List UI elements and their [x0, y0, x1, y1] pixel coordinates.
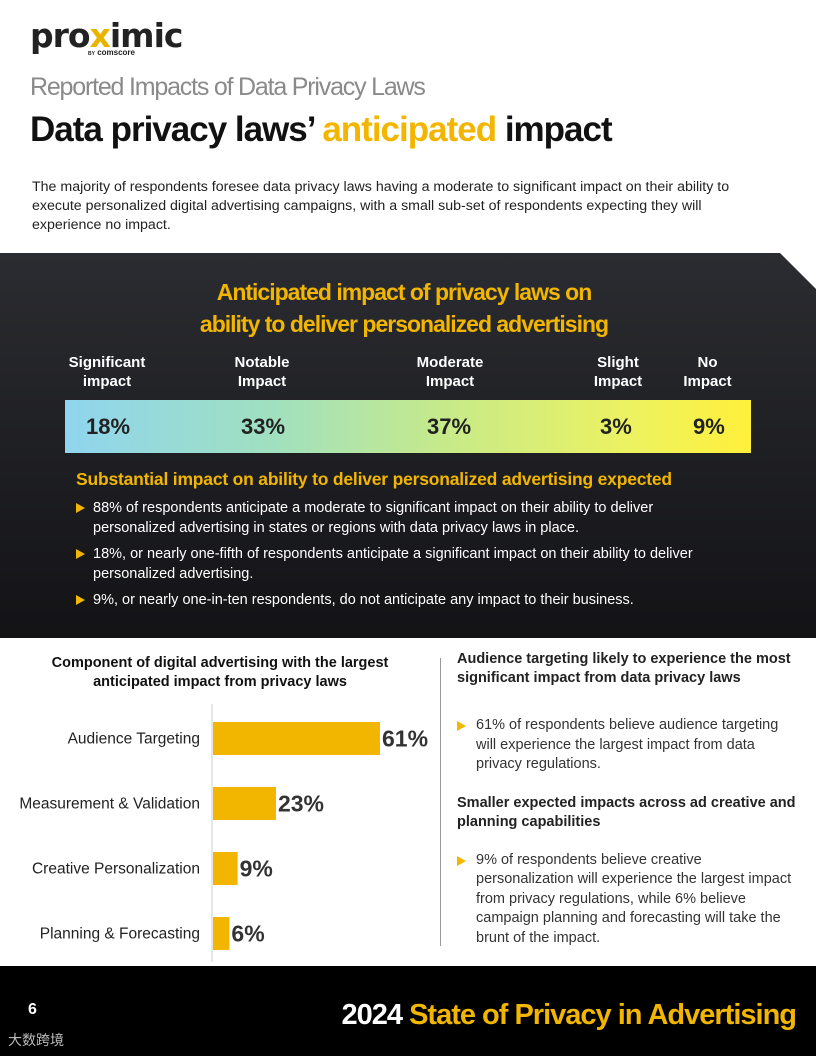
chart-bar — [213, 852, 238, 885]
chart-value-label: 61% — [382, 726, 428, 752]
column-divider — [440, 658, 441, 946]
segment-label-significant: Significant impact — [68, 354, 146, 390]
chart-bar — [213, 787, 276, 820]
triangle-bullet-icon — [76, 549, 85, 559]
impact-gradient-bar — [65, 400, 751, 453]
footer-bar — [0, 966, 816, 1056]
chart-category-label: Planning & Forecasting — [40, 926, 200, 943]
logo-pre: pro — [30, 16, 91, 55]
panel-title-line1: Anticipated impact of privacy laws on — [216, 279, 593, 305]
segment-value-slight: 3% — [600, 414, 632, 439]
segment-label-moderate: Moderate Impact — [416, 354, 484, 390]
list-item: 9%, or nearly one-in-ten respondents, do… — [76, 590, 736, 610]
chart-category-label: Audience Targeting — [68, 731, 200, 748]
segment-label-notable: Notable Impact — [234, 354, 290, 390]
page-title: Data privacy laws’ anticipated impact — [30, 110, 613, 150]
panel-title-line2: ability to deliver personalized advertis… — [199, 311, 609, 337]
chart-bar — [213, 722, 380, 755]
footer-report-title: State of Privacy in Advertising — [409, 999, 797, 1031]
segment-value-significant: 18% — [86, 414, 131, 439]
logo-sub: comscore — [97, 48, 135, 57]
headline-highlight: anticipated — [322, 110, 497, 149]
triangle-bullet-icon — [76, 503, 85, 513]
right-bullet-creative: 9% of respondents believe creative perso… — [457, 851, 802, 949]
triangle-bullet-icon — [457, 855, 466, 866]
right-bullet-audience: 61% of respondents believe audience targ… — [457, 716, 802, 775]
chart-title: Component of digital advertising with th… — [51, 655, 389, 690]
segment-value-notable: 33% — [241, 414, 286, 439]
right-heading-audience: Audience targeting likely to experience … — [457, 651, 791, 686]
panel-bullets: 88% of respondents anticipate a moderate… — [76, 498, 736, 616]
triangle-bullet-icon — [457, 721, 466, 731]
page-number: 6 — [28, 1001, 37, 1018]
headline-pre: Data privacy laws’ — [30, 110, 315, 149]
chart-category-label: Measurement & Validation — [19, 796, 200, 813]
chart-value-label: 9% — [240, 856, 273, 882]
proximic-logo: proximic BY comscore — [30, 16, 184, 58]
chart-bar — [213, 917, 230, 950]
list-item: 18%, or nearly one-fifth of respondents … — [76, 544, 736, 584]
logo-by: BY — [88, 51, 95, 57]
footer-year: 2024 — [341, 999, 403, 1031]
list-item: 88% of respondents anticipate a moderate… — [76, 498, 736, 538]
panel-title: Anticipated impact of privacy laws on ab… — [0, 276, 816, 340]
right-heading-creative: Smaller expected impacts across ad creat… — [457, 794, 796, 830]
intro-paragraph: The majority of respondents foresee data… — [32, 179, 730, 233]
segment-value-moderate: 37% — [427, 414, 472, 439]
segment-label-slight: Slight Impact — [593, 354, 643, 390]
page-subhead: Reported Impacts of Data Privacy Laws — [30, 73, 426, 101]
segment-label-none: No Impact — [683, 354, 732, 390]
logo-x: x — [89, 16, 111, 55]
headline-post: impact — [504, 110, 613, 149]
segment-value-none: 9% — [693, 414, 725, 439]
chart-value-label: 6% — [231, 921, 264, 947]
watermark: 大数跨境 — [8, 1032, 64, 1048]
panel-subtitle: Substantial impact on ability to deliver… — [76, 469, 672, 489]
right-column: Audience targeting likely to experience … — [457, 650, 802, 948]
chart-category-label: Creative Personalization — [32, 861, 200, 878]
component-impact-chart: Audience Targeting 61% Measurement & Valid… — [19, 704, 428, 962]
chart-value-label: 23% — [278, 791, 324, 817]
logo-post: imic — [109, 16, 184, 55]
triangle-bullet-icon — [76, 595, 85, 605]
footer-title: 2024 State of Privacy in Advertising — [341, 999, 797, 1032]
